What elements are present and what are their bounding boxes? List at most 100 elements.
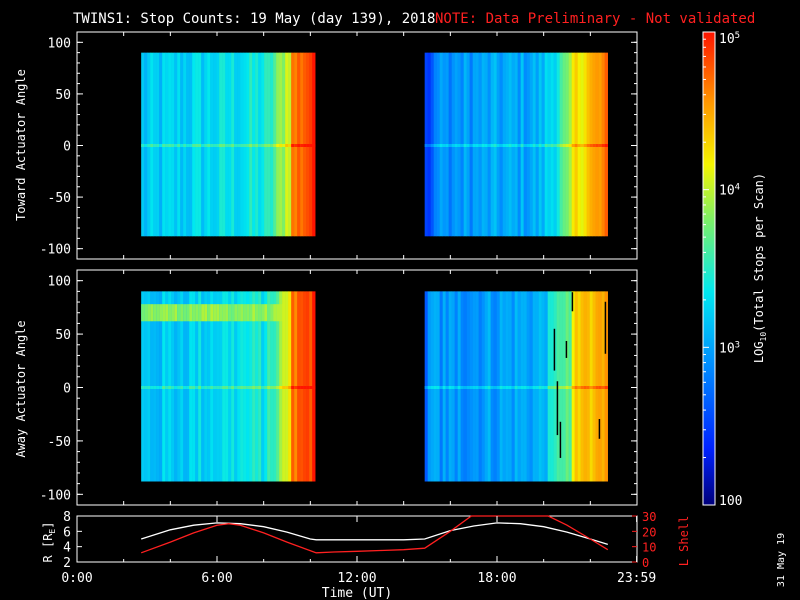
heatmap-gap bbox=[598, 419, 601, 439]
heatmap-zero-band bbox=[270, 386, 274, 389]
heatmap-band bbox=[228, 304, 232, 322]
heatmap-zero-band bbox=[472, 144, 476, 147]
heatmap-band bbox=[186, 304, 190, 322]
heatmap-band bbox=[258, 304, 262, 322]
heatmap-zero-band bbox=[556, 144, 560, 147]
heatmap-zero-band bbox=[562, 144, 566, 147]
heatmap-zero-band bbox=[285, 144, 289, 147]
heatmap-zero-band bbox=[147, 144, 151, 147]
heatmap-zero-band bbox=[493, 386, 497, 389]
heatmap-band bbox=[204, 304, 208, 322]
heatmap-zero-band bbox=[484, 144, 488, 147]
away-y-label: Away Actuator Angle bbox=[14, 320, 28, 457]
heatmap-zero-band bbox=[514, 386, 518, 389]
heatmap-zero-band bbox=[312, 144, 316, 147]
heatmap-zero-band bbox=[466, 144, 470, 147]
y-tick-label: 0 bbox=[63, 382, 71, 397]
heatmap-band bbox=[246, 304, 250, 322]
toward-y-ticks: 100 50 0 -50 -100 bbox=[40, 36, 637, 258]
heatmap-zero-band bbox=[469, 144, 473, 147]
heatmap-zero-band bbox=[433, 386, 437, 389]
heatmap-band bbox=[273, 304, 277, 322]
heatmap-zero-band bbox=[288, 144, 292, 147]
heatmap-band bbox=[243, 304, 247, 322]
heatmap-zero-band bbox=[273, 386, 277, 389]
heatmap-zero-band bbox=[264, 144, 268, 147]
heatmap-zero-band bbox=[180, 386, 184, 389]
heatmap-zero-band bbox=[207, 144, 211, 147]
heatmap-zero-band bbox=[589, 386, 593, 389]
heatmap-zero-band bbox=[550, 144, 554, 147]
heatmap-zero-band bbox=[478, 386, 482, 389]
heatmap-zero-band bbox=[282, 144, 286, 147]
heatmap-zero-band bbox=[243, 386, 247, 389]
heatmap-zero-band bbox=[255, 144, 259, 147]
heatmap-zero-band bbox=[303, 144, 307, 147]
colorbar-tick-label: 100 bbox=[719, 494, 742, 509]
heatmap-band bbox=[270, 304, 274, 322]
heatmap-zero-band bbox=[565, 144, 569, 147]
heatmap-zero-band bbox=[171, 386, 175, 389]
heatmap-zero-band bbox=[258, 386, 262, 389]
r-tick-label: 8 bbox=[63, 510, 71, 525]
heatmap-zero-band bbox=[568, 144, 572, 147]
heatmap-zero-band bbox=[144, 144, 148, 147]
heatmap-zero-band bbox=[237, 144, 241, 147]
chart-title: TWINS1: Stop Counts: 19 May (day 139), 2… bbox=[73, 11, 435, 27]
heatmap-band bbox=[177, 304, 181, 322]
heatmap-zero-band bbox=[427, 144, 431, 147]
heatmap-band bbox=[231, 304, 235, 322]
heatmap-zero-band bbox=[559, 144, 563, 147]
heatmap-zero-band bbox=[225, 144, 229, 147]
heatmap-zero-band bbox=[210, 386, 214, 389]
heatmap-zero-band bbox=[565, 386, 569, 389]
heatmap-zero-band bbox=[493, 144, 497, 147]
heatmap-zero-band bbox=[592, 386, 596, 389]
heatmap-zero-band bbox=[436, 144, 440, 147]
heatmap-zero-band bbox=[216, 386, 220, 389]
heatmap-zero-band bbox=[249, 144, 253, 147]
heatmap-zero-band bbox=[541, 386, 545, 389]
y-tick-label: -50 bbox=[48, 191, 71, 206]
l-tick-label: 30 bbox=[642, 510, 656, 524]
heatmap-zero-band bbox=[454, 144, 458, 147]
heatmap-zero-band bbox=[586, 144, 590, 147]
heatmap-zero-band bbox=[496, 144, 500, 147]
heatmap-band bbox=[234, 304, 238, 322]
heatmap-band bbox=[222, 304, 226, 322]
heatmap-zero-band bbox=[589, 144, 593, 147]
heatmap-gap bbox=[565, 340, 568, 358]
heatmap-zero-band bbox=[150, 386, 154, 389]
heatmap-zero-band bbox=[604, 386, 608, 389]
heatmap-zero-band bbox=[276, 144, 280, 147]
y-tick-label: -50 bbox=[48, 435, 71, 450]
heatmap-zero-band bbox=[472, 386, 476, 389]
heatmap-zero-band bbox=[297, 386, 301, 389]
heatmap-zero-band bbox=[466, 386, 470, 389]
heatmap-zero-band bbox=[592, 144, 596, 147]
heatmap-zero-band bbox=[451, 144, 455, 147]
orbit-lshell-label: L Shell bbox=[677, 516, 691, 567]
heatmap-band bbox=[237, 304, 241, 322]
heatmap-zero-band bbox=[294, 386, 298, 389]
heatmap-zero-band bbox=[430, 144, 434, 147]
colorbar-tick-label: 103 bbox=[719, 340, 740, 356]
heatmap-band bbox=[207, 304, 211, 322]
heatmap-zero-band bbox=[574, 386, 578, 389]
colorbar-tick-label: 104 bbox=[719, 183, 740, 199]
heatmap-zero-band bbox=[159, 386, 163, 389]
heatmap-zero-band bbox=[604, 144, 608, 147]
heatmap-zero-band bbox=[273, 144, 277, 147]
heatmap-zero-band bbox=[189, 386, 193, 389]
heatmap-zero-band bbox=[183, 386, 187, 389]
heatmap-zero-band bbox=[261, 386, 265, 389]
heatmap-zero-band bbox=[544, 144, 548, 147]
heatmap-zero-band bbox=[598, 144, 602, 147]
heatmap-zero-band bbox=[267, 386, 271, 389]
heatmap-zero-band bbox=[144, 386, 148, 389]
heatmap-zero-band bbox=[234, 144, 238, 147]
heatmap-zero-band bbox=[475, 386, 479, 389]
